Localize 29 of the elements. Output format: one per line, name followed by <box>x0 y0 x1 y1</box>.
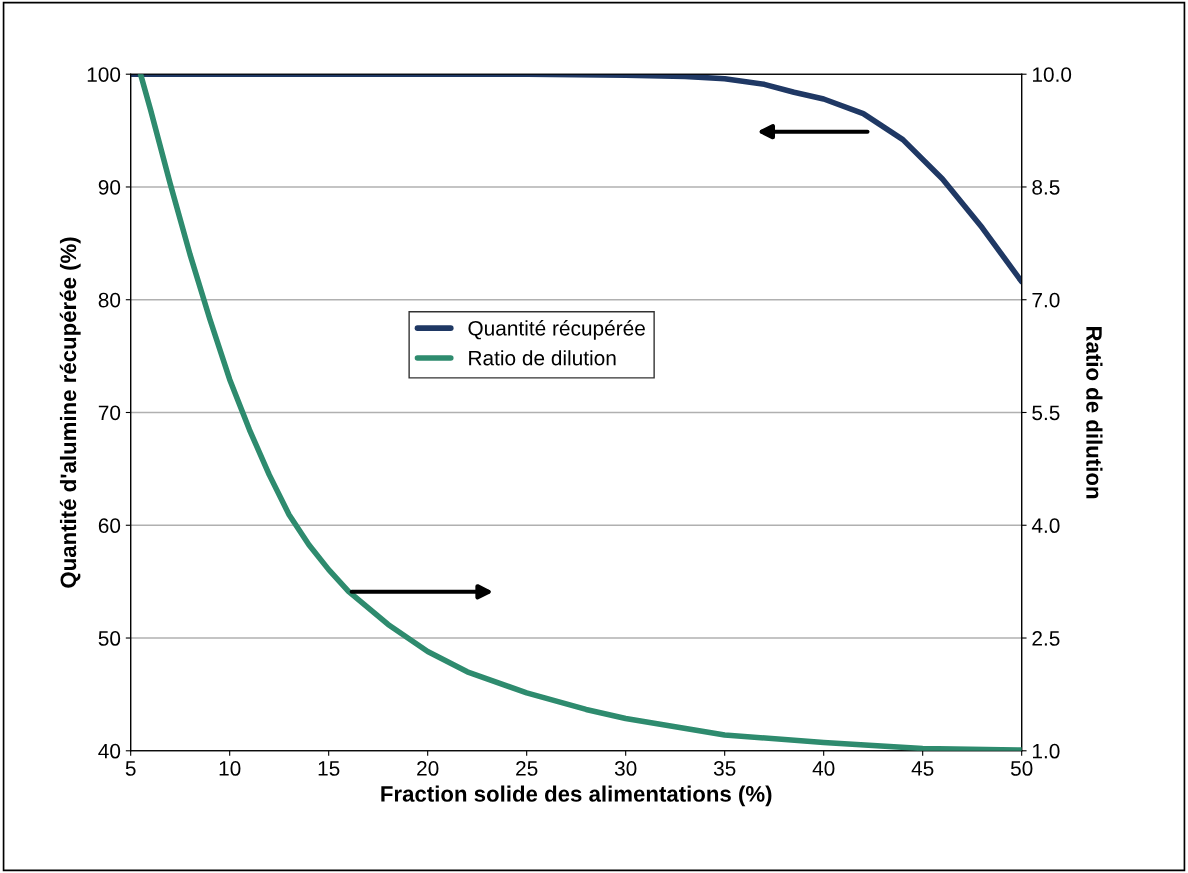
x-tick-label: 45 <box>911 761 934 776</box>
x-axis-title: Fraction solide des alimentations (%) <box>381 785 772 807</box>
legend-label: Ratio de dilution <box>469 350 616 366</box>
y2-tick-label: 4.0 <box>1031 518 1060 534</box>
y2-tick-label: 1.0 <box>1032 743 1060 759</box>
x-tick-label: 10 <box>219 761 241 776</box>
x-tick-label: 50 <box>1010 761 1033 776</box>
y-axis-title: Quantité d'alumine récupérée (%) <box>59 237 81 588</box>
y-tick-label: 50 <box>98 631 121 646</box>
y-tick-label: 100 <box>87 67 121 82</box>
y2-tick-label: 5.5 <box>1032 405 1060 421</box>
x-tick-label: 15 <box>318 761 340 776</box>
y-tick-label: 80 <box>98 292 121 308</box>
y2-tick-label: 7.0 <box>1032 292 1060 308</box>
y2-axis-title: Ratio de dilution <box>1086 326 1103 499</box>
x-tick-label: 25 <box>516 761 538 776</box>
x-tick-label: 40 <box>812 761 835 776</box>
x-tick-label: 5 <box>125 761 136 776</box>
y2-tick-label: 8.5 <box>1032 179 1060 195</box>
x-tick-label: 20 <box>417 761 439 776</box>
y2-tick-label: 2.5 <box>1032 631 1060 646</box>
y-tick-label: 90 <box>98 179 121 195</box>
x-tick-label: 30 <box>614 761 637 776</box>
legend-label: Quantité récupérée <box>468 320 645 340</box>
y-tick-label: 60 <box>98 518 121 534</box>
y-tick-label: 70 <box>98 405 121 421</box>
y-tick-label: 40 <box>98 743 121 759</box>
x-tick-label: 35 <box>713 761 736 776</box>
y2-tick-label: 10.0 <box>1032 67 1072 82</box>
